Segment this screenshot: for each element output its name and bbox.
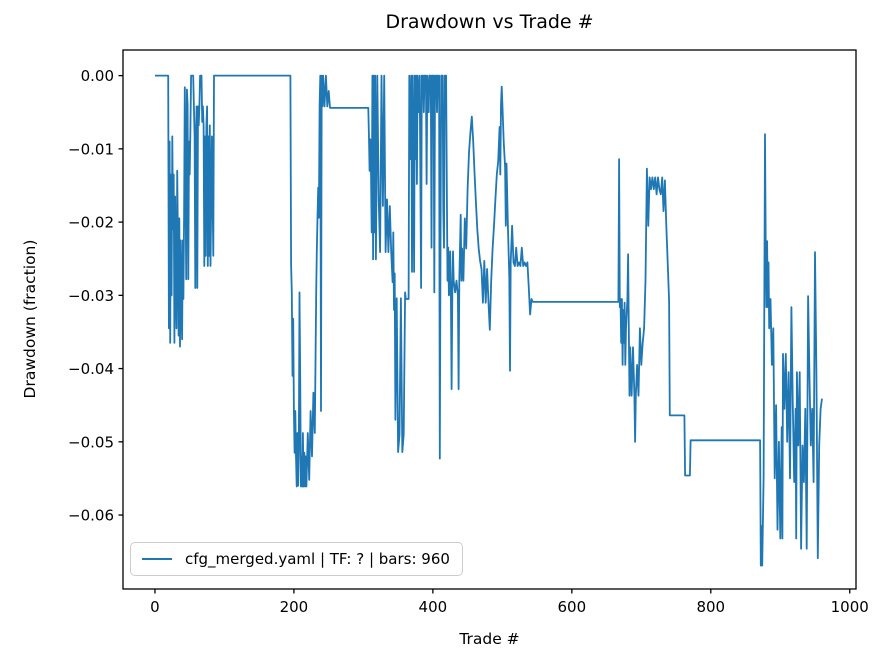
x-tick-label: 200: [280, 598, 309, 616]
legend-label: cfg_merged.yaml | TF: ? | bars: 960: [185, 550, 450, 568]
y-tick-label: −0.05: [68, 433, 114, 451]
y-tick-label: −0.02: [68, 214, 114, 232]
plot-frame: [122, 49, 857, 590]
legend: cfg_merged.yaml | TF: ? | bars: 960: [130, 542, 463, 576]
x-tick-label: 600: [558, 598, 587, 616]
x-tick-label: 800: [696, 598, 725, 616]
y-tick-label: 0.00: [81, 67, 114, 85]
x-tick-label: 1000: [831, 598, 869, 616]
y-tick-label: −0.06: [68, 507, 114, 525]
x-tick-label: 400: [419, 598, 448, 616]
legend-line-sample: [142, 558, 172, 560]
y-tick-label: −0.03: [68, 287, 114, 305]
drawdown-line: [155, 74, 823, 567]
chart-title: Drawdown vs Trade #: [385, 11, 594, 33]
y-tick-label: −0.04: [68, 360, 114, 378]
x-axis-label: Trade #: [459, 630, 520, 648]
y-tick-label: −0.01: [68, 140, 114, 158]
x-tick-label: 0: [150, 598, 160, 616]
